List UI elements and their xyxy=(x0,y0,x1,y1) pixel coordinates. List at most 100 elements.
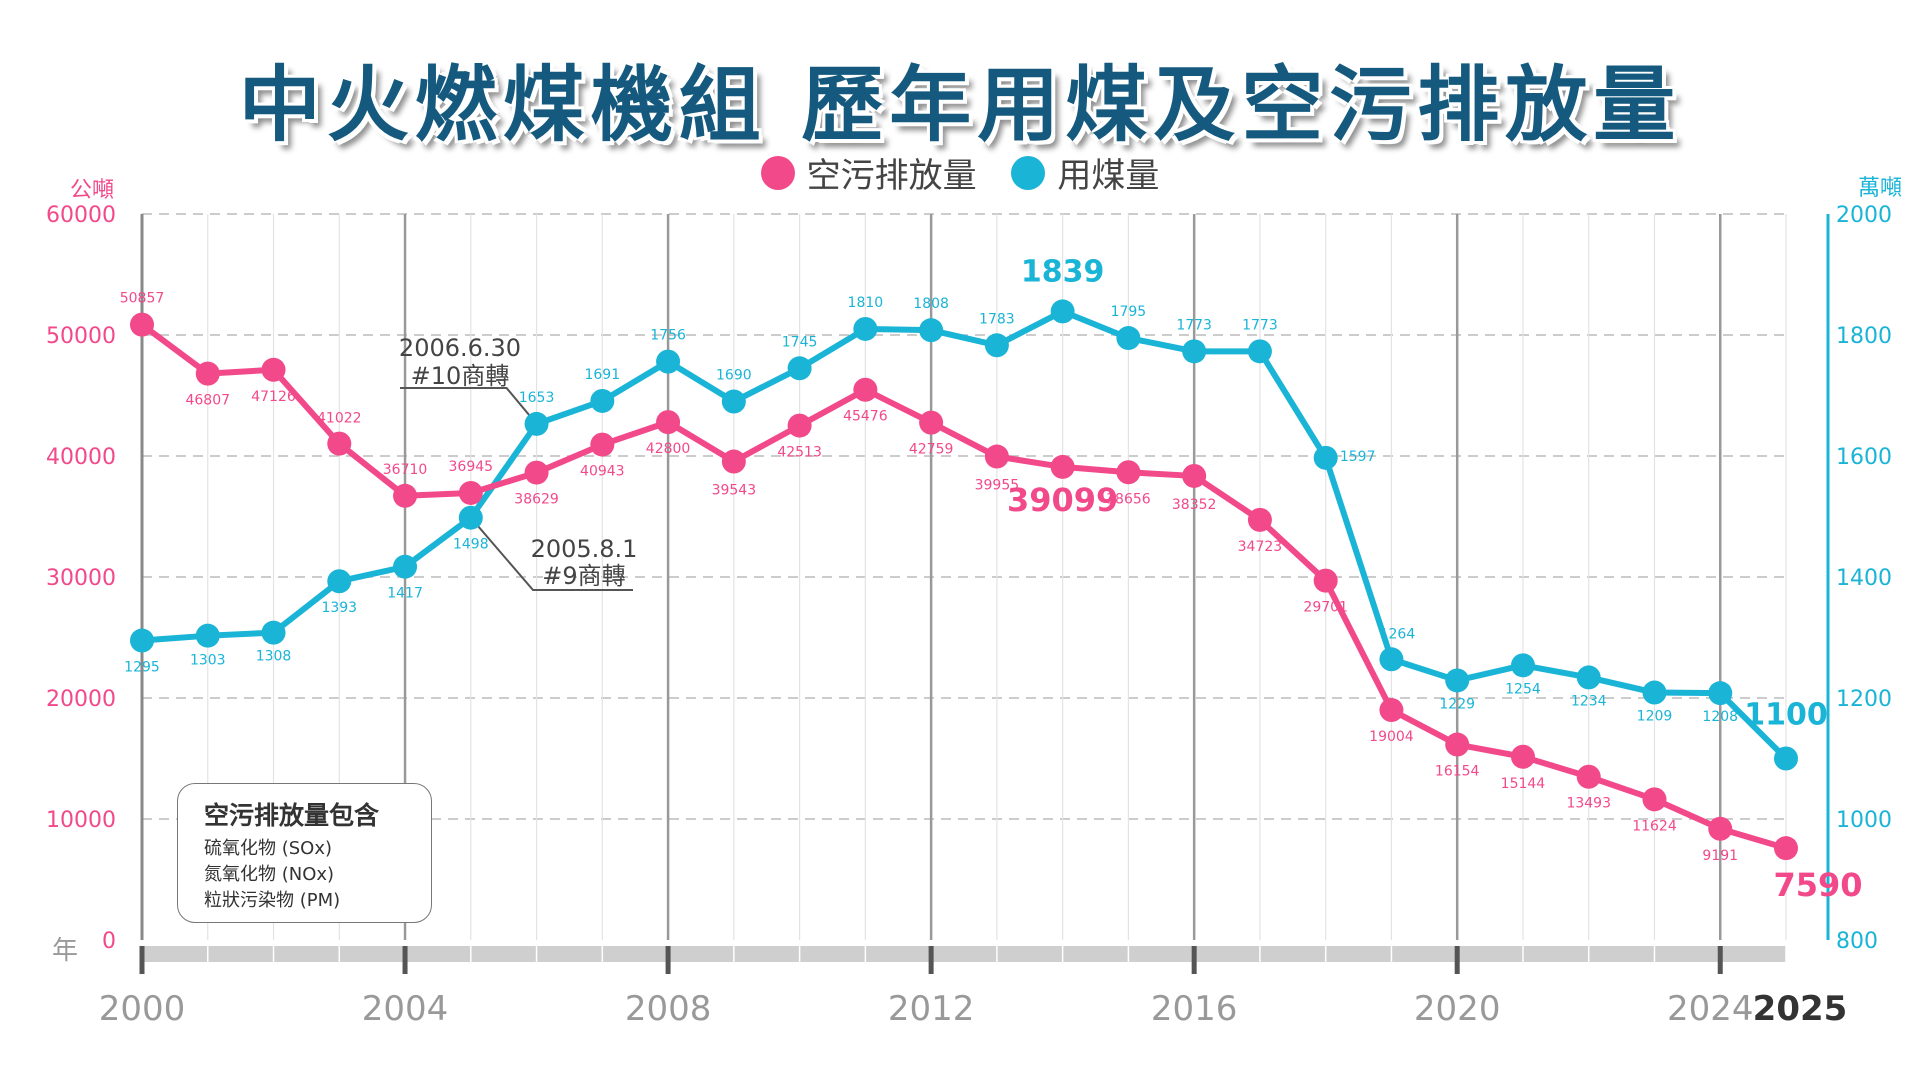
coal-point xyxy=(656,349,681,374)
coal-value-label: 1653 xyxy=(519,390,555,406)
coal-value-label: 1690 xyxy=(716,368,752,384)
x-tick-label: 2012 xyxy=(888,989,975,1029)
note-line-nox: 氮氧化物 (NOx) xyxy=(204,864,335,885)
right-tick-label: 800 xyxy=(1836,929,1878,954)
emissions-point xyxy=(1576,764,1601,789)
coal-value-label: 1303 xyxy=(190,653,226,669)
x-axis-band xyxy=(142,946,1786,962)
coal-point xyxy=(1050,299,1075,324)
legend: 空污排放量 用煤量 xyxy=(0,148,1920,199)
emissions-value-label: 38656 xyxy=(1106,491,1151,507)
coal-value-label: 1773 xyxy=(1176,317,1212,333)
emissions-value-label: 42759 xyxy=(909,442,954,458)
left-tick-label: 20000 xyxy=(46,687,116,712)
coal-point xyxy=(590,388,615,413)
emissions-point xyxy=(656,410,681,435)
x-tick-label: 2024 xyxy=(1667,989,1754,1029)
coal-point xyxy=(261,620,286,645)
right-tick-label: 1800 xyxy=(1836,324,1892,349)
left-tick-label: 50000 xyxy=(46,324,116,349)
x-tick-label: 2025 xyxy=(1753,989,1848,1029)
emissions-point xyxy=(1510,744,1535,769)
coal-point xyxy=(787,356,812,381)
right-tick-label: 2000 xyxy=(1836,203,1892,228)
coal-point xyxy=(1116,326,1141,351)
emissions-value-label: 15144 xyxy=(1501,776,1546,792)
coal-value-label: 1773 xyxy=(1242,317,1278,333)
coal-value-label: 1308 xyxy=(256,649,292,665)
right-tick-label: 1400 xyxy=(1836,566,1892,591)
emissions-point xyxy=(1247,507,1272,532)
coal-value-label: 1234 xyxy=(1571,693,1607,709)
coal-point xyxy=(458,505,483,530)
coal-value-label: 1839 xyxy=(1021,254,1105,289)
legend-label-emissions: 空污排放量 xyxy=(806,156,977,196)
emissions-point xyxy=(1050,454,1075,479)
emissions-point xyxy=(393,483,418,508)
emissions-point xyxy=(1182,463,1207,488)
coal-value-label: 1264 xyxy=(1380,626,1416,642)
annotation-10-date: 2006.6.30 xyxy=(399,334,521,362)
coal-value-label: 1393 xyxy=(321,600,357,616)
coal-point xyxy=(919,318,944,343)
note-line-pm: 粒狀污染物 (PM) xyxy=(204,890,341,911)
x-axis-unit: 年 xyxy=(52,936,79,966)
coal-value-label: 1295 xyxy=(124,660,160,676)
coal-value-label: 1756 xyxy=(650,328,686,344)
series-coal-layer xyxy=(130,299,1798,771)
annotation-9-date: 2005.8.1 xyxy=(531,535,638,563)
coal-point xyxy=(524,411,549,436)
left-tick-label: 40000 xyxy=(46,445,116,470)
coal-point xyxy=(195,623,220,648)
emissions-value-label: 34723 xyxy=(1238,539,1283,555)
x-tick-label: 2020 xyxy=(1414,989,1501,1029)
left-tick-label: 0 xyxy=(102,929,116,954)
legend-label-coal: 用煤量 xyxy=(1057,156,1160,196)
coal-point xyxy=(1182,339,1207,364)
left-tick-label: 30000 xyxy=(46,566,116,591)
coal-value-label: 1100 xyxy=(1744,698,1828,733)
legend-dot-emissions xyxy=(760,155,795,190)
emissions-value-label: 13493 xyxy=(1566,796,1611,812)
annotation-10-label: #10商轉 xyxy=(411,362,510,390)
emissions-value-label: 39955 xyxy=(975,478,1020,494)
coal-point xyxy=(1576,665,1601,690)
coal-point xyxy=(721,389,746,414)
coal-point xyxy=(130,628,154,653)
x-tick-label: 2004 xyxy=(362,989,449,1029)
x-tick-label: 2008 xyxy=(625,989,712,1029)
emissions-value-label: 19004 xyxy=(1369,729,1414,745)
emissions-value-label: 11624 xyxy=(1632,818,1677,834)
note-heading: 空污排放量包含 xyxy=(204,801,380,830)
emissions-value-label: 36710 xyxy=(383,462,428,478)
right-axis-unit: 萬噸 xyxy=(1858,176,1903,201)
coal-value-label: 1597 xyxy=(1340,449,1376,465)
chart-title: 中火燃煤機組 歷年用煤及空污排放量 xyxy=(238,58,1682,153)
emissions-point xyxy=(1445,732,1470,757)
right-tick-label: 1600 xyxy=(1836,445,1892,470)
emissions-point xyxy=(458,480,483,505)
emissions-point xyxy=(984,444,1009,469)
coal-value-label: 1810 xyxy=(848,295,884,311)
right-tick-label: 1000 xyxy=(1836,808,1892,833)
emissions-value-label: 38352 xyxy=(1172,497,1217,513)
emissions-point xyxy=(1313,568,1338,593)
emissions-point xyxy=(1774,836,1798,861)
data-label-layer: 50857 46807 47126 41022 36710 36945 38629 40943… xyxy=(120,254,1863,904)
emissions-value-label: 42800 xyxy=(646,441,691,457)
coal-point xyxy=(1445,668,1470,693)
coal-value-label: 1783 xyxy=(979,311,1015,327)
emissions-point xyxy=(327,431,352,456)
emissions-point xyxy=(721,449,746,474)
emissions-point xyxy=(195,361,220,386)
coal-value-label: 1254 xyxy=(1505,681,1541,697)
emissions-point xyxy=(130,312,154,337)
emissions-value-label: 36945 xyxy=(449,459,494,475)
coal-point xyxy=(1510,653,1535,678)
right-tick-label: 1200 xyxy=(1836,687,1892,712)
coal-value-label: 1691 xyxy=(584,367,620,383)
emissions-point xyxy=(1642,787,1667,812)
emissions-value-label: 42513 xyxy=(777,445,822,461)
